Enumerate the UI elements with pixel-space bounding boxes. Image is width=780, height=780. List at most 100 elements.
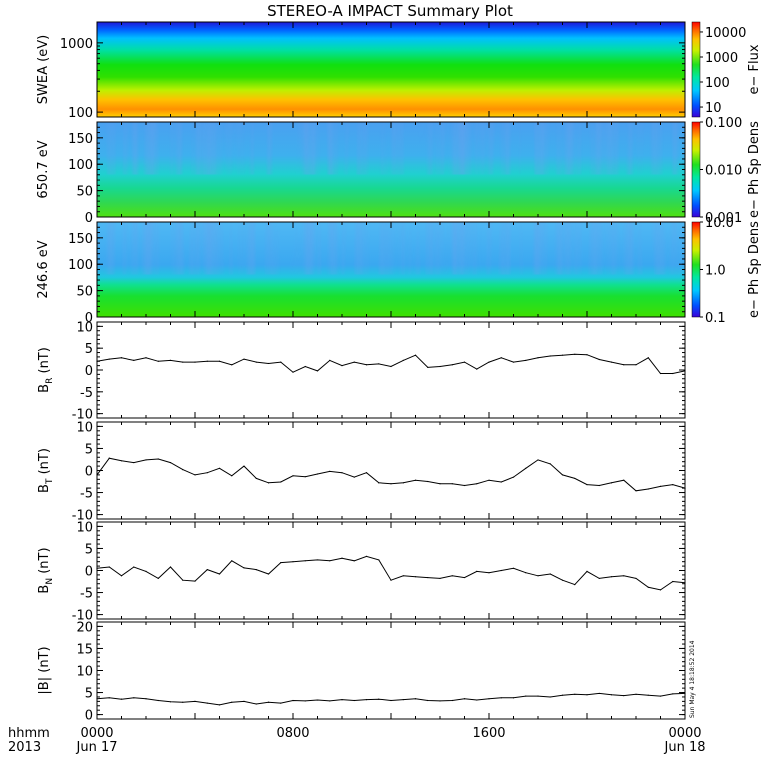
- series-line: [96, 555, 686, 591]
- data-point: [267, 573, 270, 575]
- data-point: [414, 479, 417, 481]
- data-point: [439, 365, 441, 368]
- y-axis-label: BN (nT): [37, 547, 55, 593]
- data-point: [304, 365, 306, 368]
- y-tick-label: -5: [80, 487, 93, 502]
- data-point: [353, 476, 355, 478]
- data-point: [157, 458, 159, 460]
- data-point: [684, 487, 686, 489]
- y-axis-label-unit: (nT): [37, 448, 52, 478]
- data-point: [292, 475, 294, 477]
- data-point: [341, 699, 343, 701]
- data-point: [108, 358, 110, 360]
- y-axis-label-main: B: [37, 484, 52, 493]
- data-point: [623, 364, 625, 366]
- data-point: [672, 580, 674, 583]
- heatmap-streaks: [97, 122, 685, 175]
- data-point: [390, 699, 392, 702]
- data-point: [390, 483, 392, 485]
- x-tick-label: 0000: [80, 726, 113, 741]
- data-point: [500, 569, 502, 572]
- data-point: [512, 361, 515, 363]
- y-tick-label: 5: [85, 542, 93, 557]
- data-point: [463, 576, 466, 579]
- colorbar-tick-label: 1.0: [705, 264, 726, 279]
- data-point: [206, 569, 208, 571]
- data-point: [145, 570, 147, 572]
- y-tick-label: 50: [76, 185, 93, 200]
- data-point: [512, 476, 515, 478]
- data-point: [133, 566, 135, 568]
- y-tick-label: 5: [85, 687, 93, 702]
- data-point: [206, 360, 208, 362]
- y-axis-label: BT (nT): [37, 448, 55, 493]
- data-point: [672, 693, 674, 695]
- data-point: [610, 482, 613, 484]
- y-axis-label-main: |B|: [37, 677, 52, 695]
- data-point: [378, 482, 380, 484]
- data-point: [500, 357, 502, 359]
- data-point: [659, 589, 662, 591]
- data-point: [537, 695, 539, 697]
- data-point: [108, 697, 110, 699]
- data-point: [476, 483, 478, 485]
- data-point: [439, 700, 441, 702]
- data-point: [243, 700, 245, 702]
- data-point: [647, 488, 649, 490]
- data-point: [659, 695, 662, 697]
- y-axis-label-main: B: [37, 384, 52, 393]
- panel-bmag: 0 5 10 15 20 |B| (nT): [37, 620, 686, 724]
- data-point: [292, 371, 294, 373]
- data-point: [182, 361, 184, 363]
- y-tick-label: 0: [85, 565, 93, 580]
- heatmap-fill: [97, 22, 685, 117]
- data-point: [255, 569, 257, 571]
- data-point: [672, 484, 674, 486]
- x-tick-label: 0800: [276, 726, 309, 741]
- data-point: [561, 694, 564, 696]
- data-point: [120, 575, 123, 577]
- y-axis-label-unit: (nT): [37, 646, 52, 676]
- data-point: [365, 699, 368, 701]
- data-point: [182, 469, 184, 471]
- y-tick-label: 100: [68, 106, 93, 121]
- data-point: [182, 579, 184, 581]
- data-point: [512, 697, 515, 699]
- colorbar-label: e− Ph Sp Dens: [747, 121, 762, 218]
- data-point: [476, 699, 478, 701]
- y-tick-label: 15: [76, 642, 93, 657]
- data-point: [635, 693, 637, 695]
- y-tick-label: 10: [76, 520, 93, 535]
- data-point: [427, 366, 429, 368]
- data-point: [500, 481, 502, 483]
- data-point: [267, 701, 270, 703]
- data-point: [549, 696, 551, 698]
- data-point: [390, 365, 392, 368]
- data-point: [329, 470, 331, 472]
- x-date-label: Jun 18: [664, 740, 706, 755]
- data-point: [586, 570, 588, 572]
- series-line: [96, 457, 686, 492]
- data-point: [427, 480, 429, 483]
- data-point: [316, 699, 319, 701]
- data-point: [169, 359, 172, 361]
- data-point: [451, 364, 453, 366]
- y-tick-label: 100: [68, 158, 93, 173]
- y-axis-label: |B| (nT): [37, 646, 52, 694]
- x-tick-label: 1600: [472, 726, 505, 741]
- data-point: [96, 474, 98, 476]
- data-point: [255, 703, 257, 705]
- data-point: [427, 699, 429, 702]
- data-point: [647, 586, 649, 588]
- series-line: [96, 692, 686, 706]
- x-tick-label: 0000: [668, 726, 701, 741]
- data-point: [218, 467, 221, 469]
- data-point: [525, 695, 527, 697]
- data-point: [280, 481, 282, 483]
- data-point: [635, 490, 637, 492]
- data-point: [365, 472, 368, 474]
- data-point: [157, 360, 159, 362]
- data-point: [341, 472, 343, 474]
- data-point: [574, 693, 576, 695]
